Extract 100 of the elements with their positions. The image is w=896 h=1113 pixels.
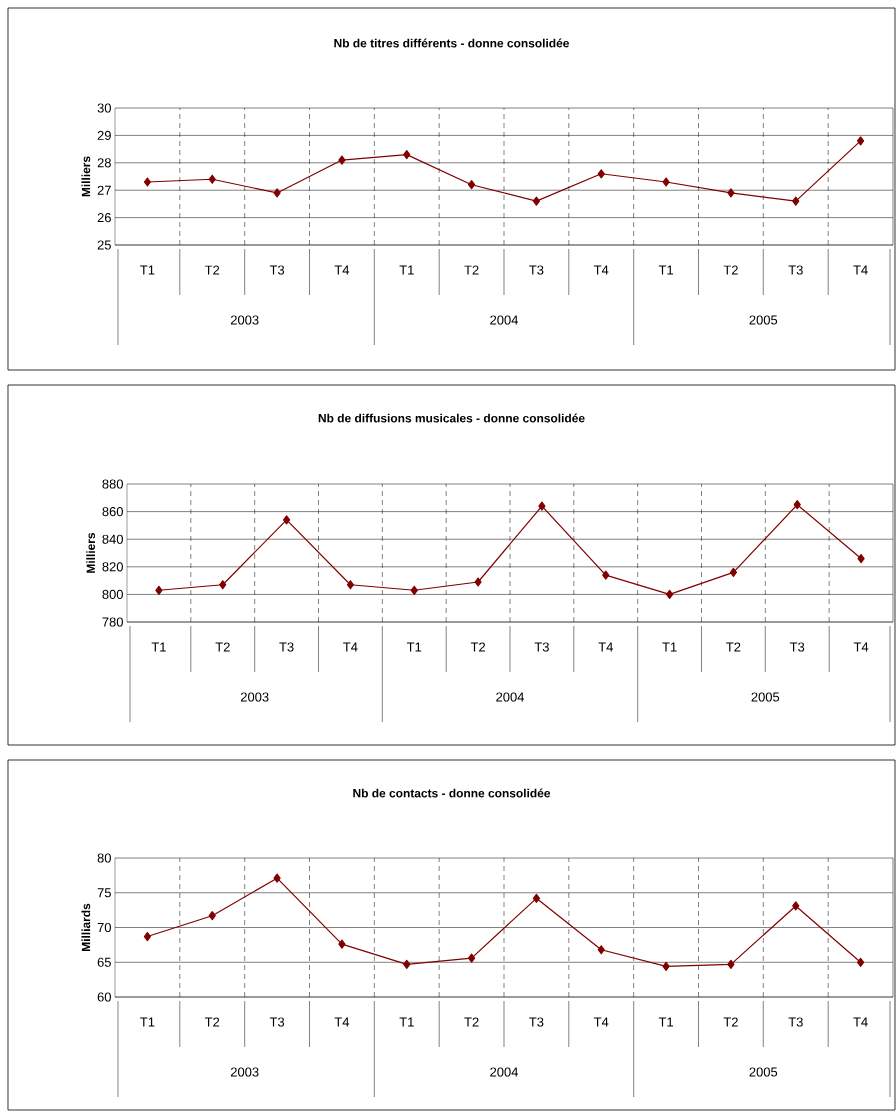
x-tick-label: T2 (215, 642, 230, 652)
point (856, 136, 865, 146)
y-tick-label: 820 (102, 562, 123, 572)
point (597, 169, 605, 179)
x-tick-label: T3 (534, 642, 549, 652)
y-tick-label: 27 (97, 185, 111, 195)
y-axis-title: Milliards (81, 903, 91, 951)
point (273, 188, 281, 198)
point (467, 953, 476, 963)
point (474, 577, 482, 587)
point (273, 873, 281, 883)
y-tick-label: 780 (102, 617, 123, 627)
y-tick-label: 860 (102, 507, 123, 517)
text: 2004 (490, 315, 519, 325)
point (665, 589, 674, 600)
y-tick-label: 880 (102, 479, 123, 489)
x-tick-label: T3 (279, 642, 294, 652)
point (662, 961, 670, 972)
point (727, 188, 735, 198)
x-tick-label: T4 (598, 642, 613, 652)
x-tick-label: T1 (658, 265, 674, 275)
x-tick-label: T1 (140, 265, 155, 275)
point (410, 585, 418, 595)
x-tick-label: T2 (470, 642, 485, 652)
x-tick-label: T3 (269, 265, 285, 275)
y-tick-label: 70 (97, 922, 111, 933)
y-tick-label: 840 (102, 534, 123, 544)
x-tick-label: T1 (662, 642, 677, 652)
point (143, 177, 152, 187)
x-tick-label: T3 (789, 642, 805, 652)
x-tick-label: T4 (853, 265, 868, 275)
x-tick-label: T4 (593, 1017, 609, 1027)
point (143, 931, 152, 942)
text: 2003 (230, 315, 259, 325)
x-tick-label: T4 (853, 1017, 868, 1027)
x-tick-label: T4 (343, 642, 358, 652)
point (857, 553, 865, 564)
y-tick-label: 28 (97, 158, 111, 168)
point (729, 567, 738, 577)
point (208, 911, 216, 921)
x-tick-label: T2 (464, 1017, 479, 1027)
x-tick-label: T4 (334, 265, 350, 275)
text: 2003 (230, 1067, 259, 1077)
x-tick-label: T2 (723, 1017, 738, 1027)
y-tick-label: 25 (97, 240, 111, 250)
point (338, 155, 346, 165)
point (597, 945, 605, 955)
text: 2005 (751, 692, 780, 702)
x-tick-label: T1 (658, 1017, 674, 1027)
x-tick-label: T1 (140, 1017, 155, 1027)
y-axis-title: Milliers (81, 156, 91, 197)
x-tick-label: T1 (406, 642, 422, 652)
y-tick-label: 26 (97, 213, 111, 223)
x-tick-label: T2 (204, 265, 220, 275)
text: 2003 (240, 692, 269, 702)
point (155, 585, 163, 595)
point (532, 893, 541, 903)
chart-title: Nb de contacts - donne consolidée (353, 788, 551, 798)
point (793, 500, 801, 510)
y-tick-label: 800 (102, 589, 123, 599)
point (792, 196, 800, 206)
x-tick-label: T3 (529, 265, 544, 275)
x-tick-label: T2 (204, 1017, 220, 1027)
x-tick-label: T1 (399, 1017, 414, 1027)
x-tick-label: T4 (593, 265, 609, 275)
text: 2005 (749, 315, 778, 325)
text: 2005 (749, 1067, 778, 1077)
point (346, 580, 355, 590)
chart-title: Nb de diffusions musicales - donne consolidée (318, 413, 585, 423)
point (219, 580, 227, 590)
point (727, 959, 735, 969)
point (856, 957, 865, 967)
y-tick-label: 60 (97, 992, 111, 1002)
x-tick-label: T2 (723, 265, 738, 275)
y-tick-label: 29 (97, 130, 111, 140)
x-tick-label: T3 (788, 1017, 803, 1027)
point (792, 901, 800, 911)
point (467, 180, 476, 190)
text: 2004 (496, 692, 525, 702)
x-tick-label: T4 (853, 642, 869, 652)
x-tick-label: T4 (334, 1017, 350, 1027)
x-tick-label: T1 (399, 265, 414, 275)
y-tick-label: 65 (97, 957, 111, 967)
point (338, 939, 346, 949)
point (403, 149, 411, 160)
x-tick-label: T3 (269, 1017, 285, 1027)
y-tick-label: 30 (97, 103, 111, 113)
y-tick-label: 80 (97, 853, 111, 863)
y-axis-title: Milliers (86, 532, 96, 573)
x-tick-label: T3 (529, 1017, 544, 1027)
x-tick-label: T1 (151, 642, 166, 652)
point (208, 174, 216, 184)
x-tick-label: T2 (726, 642, 741, 652)
point (532, 196, 541, 206)
point (538, 501, 546, 511)
point (282, 515, 291, 525)
y-tick-label: 75 (97, 888, 111, 898)
point (602, 570, 610, 580)
point (403, 959, 411, 969)
x-tick-label: T2 (464, 265, 479, 275)
